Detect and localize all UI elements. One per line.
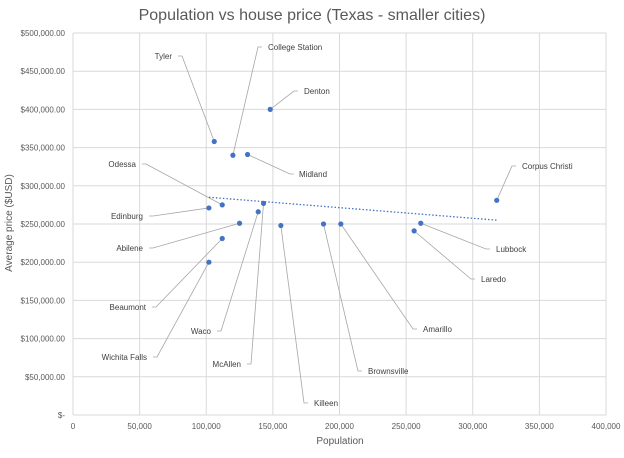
leader-line — [149, 207, 209, 217]
data-label: Lubbock — [496, 245, 527, 254]
data-point — [411, 228, 417, 234]
data-point — [206, 205, 212, 211]
y-tick-label: $350,000.00 — [21, 144, 66, 153]
leader-line — [142, 163, 223, 206]
data-label: Beaumont — [110, 303, 147, 312]
data-label: College Station — [268, 43, 322, 52]
data-point — [244, 151, 251, 158]
leader-line — [247, 154, 294, 175]
leader-line — [153, 262, 210, 358]
data-points — [206, 106, 500, 265]
leader-line — [420, 222, 490, 250]
x-tick-label: 150,000 — [258, 422, 287, 431]
data-point — [278, 222, 284, 229]
data-label: Brownsville — [368, 367, 409, 376]
x-tick-label: 350,000 — [525, 422, 554, 431]
y-tick-label: $200,000.00 — [21, 258, 66, 267]
data-point — [206, 259, 212, 265]
trendline-line — [208, 196, 497, 221]
axis-ticks: $- $50,000.00 $100,000.00 $150,000.00 $200,0… — [21, 29, 622, 431]
data-point — [211, 138, 217, 145]
data-labels: Tyler College Station Denton Midland Odessa E… — [102, 43, 573, 408]
leader-line — [149, 222, 240, 249]
leader-line — [247, 203, 264, 365]
y-tick-label: $450,000.00 — [21, 67, 66, 76]
y-tick-label: $500,000.00 — [21, 29, 66, 38]
x-axis-title: Population — [316, 436, 363, 447]
data-point — [255, 209, 261, 215]
data-label: Edinburg — [111, 212, 143, 221]
data-label: Denton — [304, 87, 330, 96]
y-tick-label: $300,000.00 — [21, 182, 66, 191]
leader-line — [496, 165, 516, 201]
data-point — [219, 202, 225, 208]
x-tick-label: 200,000 — [325, 422, 354, 431]
x-tick-label: 100,000 — [192, 422, 221, 431]
data-point — [494, 197, 500, 203]
data-label: Amarillo — [423, 325, 452, 334]
leader-line — [340, 223, 417, 330]
leader-line — [178, 55, 215, 142]
x-tick-label: 250,000 — [392, 422, 421, 431]
data-point — [320, 221, 327, 227]
leader-line — [152, 238, 223, 308]
data-label: Corpus Christi — [522, 162, 573, 171]
y-tick-label: $50,000.00 — [25, 373, 66, 382]
trendline — [208, 196, 497, 221]
leader-line — [280, 225, 308, 404]
data-label: Laredo — [481, 275, 506, 284]
data-point — [236, 220, 243, 226]
data-label: Abilene — [116, 244, 143, 253]
x-tick-label: 400,000 — [592, 422, 621, 431]
data-label: Midland — [299, 170, 327, 179]
data-label: McAllen — [213, 360, 241, 369]
y-tick-label: $250,000.00 — [21, 220, 66, 229]
data-label: Killeen — [314, 399, 338, 408]
data-point — [230, 152, 236, 158]
data-point — [267, 106, 273, 112]
y-axis-title: Average price ($USD) — [4, 174, 15, 272]
data-label: Waco — [191, 327, 212, 336]
data-label: Tyler — [155, 52, 173, 61]
y-tick-label: $100,000.00 — [21, 335, 66, 344]
y-tick-label: $150,000.00 — [21, 296, 66, 305]
x-tick-label: 50,000 — [127, 422, 152, 431]
data-point — [338, 221, 344, 227]
data-point — [219, 235, 225, 242]
leader-line — [217, 211, 259, 332]
chart-title: Population vs house price (Texas - small… — [139, 7, 486, 24]
x-tick-label: 0 — [71, 422, 76, 431]
data-label: Odessa — [108, 160, 136, 169]
leader-line — [232, 46, 262, 156]
data-point — [418, 220, 424, 226]
y-tick-label: $- — [58, 411, 65, 420]
leader-line — [269, 90, 298, 110]
leader-lines — [142, 46, 516, 404]
x-tick-label: 300,000 — [458, 422, 487, 431]
data-label: Wichita Falls — [102, 353, 147, 362]
y-tick-label: $400,000.00 — [21, 105, 66, 114]
leader-line — [413, 230, 475, 280]
leader-line — [323, 223, 362, 372]
data-point — [260, 200, 267, 206]
